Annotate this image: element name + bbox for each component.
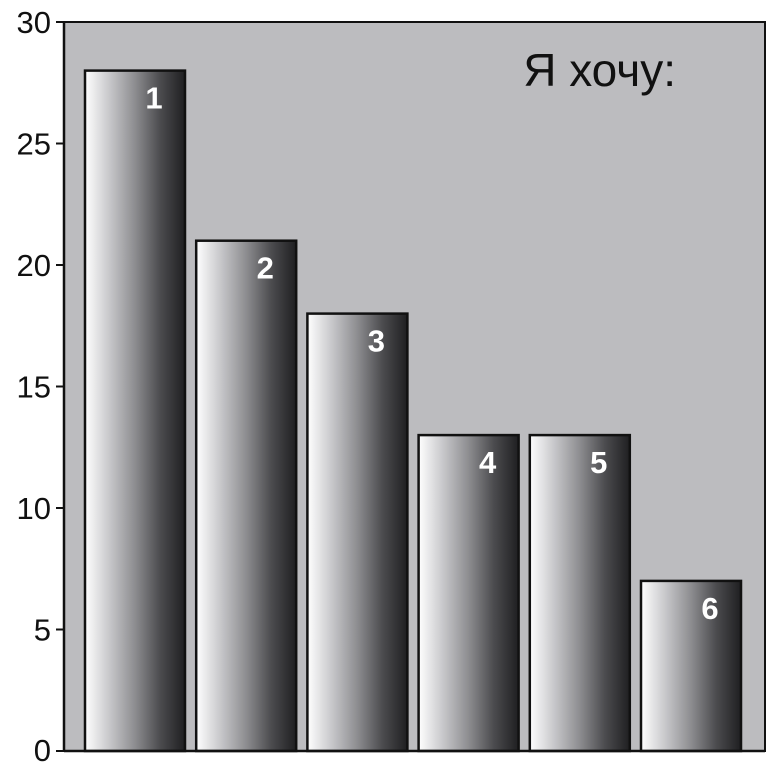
y-tick-label-25: 25 xyxy=(17,127,51,162)
bar-4 xyxy=(417,433,520,753)
y-tick-label-20: 20 xyxy=(17,248,51,283)
bar-6 xyxy=(639,579,743,753)
bar-labels-group: 1 2 3 4 5 6 xyxy=(145,81,718,626)
bar-1 xyxy=(83,69,187,753)
chart-title: Я хочу: xyxy=(523,44,676,96)
bar-label-4: 4 xyxy=(479,445,497,480)
bar-label-1: 1 xyxy=(145,81,162,116)
bar-label-6: 6 xyxy=(701,591,718,626)
bar-5 xyxy=(528,433,632,753)
y-axis-ticks: 0 5 10 15 20 25 30 xyxy=(17,5,64,763)
y-tick-label-0: 0 xyxy=(34,733,51,763)
bar-label-3: 3 xyxy=(368,324,385,359)
bar-label-2: 2 xyxy=(257,251,274,286)
y-tick-label-5: 5 xyxy=(34,613,51,648)
bar-3 xyxy=(306,312,409,753)
bar-label-5: 5 xyxy=(590,445,607,480)
bar-2 xyxy=(194,239,298,753)
bars-group xyxy=(83,69,743,753)
y-tick-label-30: 30 xyxy=(17,5,51,40)
y-tick-label-15: 15 xyxy=(17,370,51,405)
y-tick-label-10: 10 xyxy=(17,491,51,526)
